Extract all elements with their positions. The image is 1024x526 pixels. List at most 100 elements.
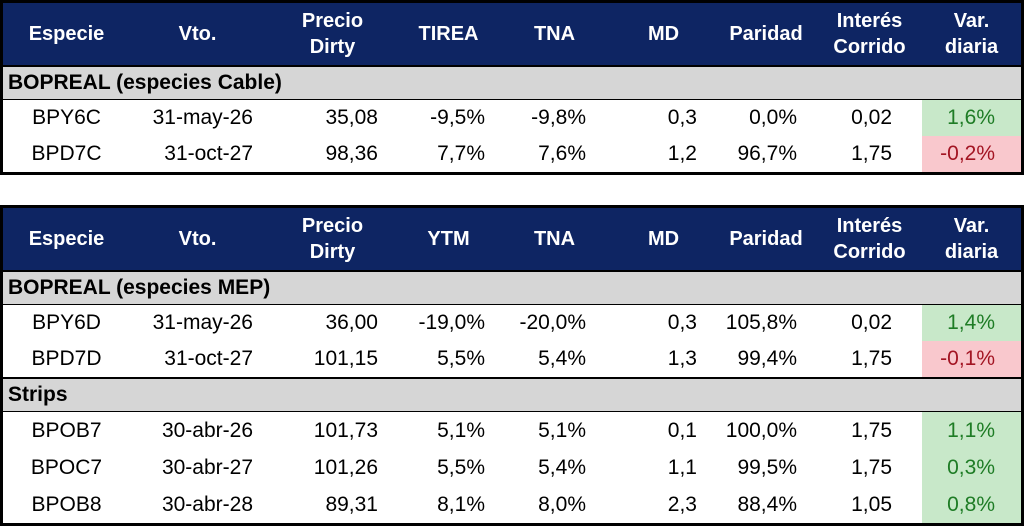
row-bpoc7: BPOC7 30-abr-27 101,26 5,5% 5,4% 1,1 99,… [3,449,1021,486]
cell-var-diaria[interactable]: 0,8% [922,486,1021,523]
cell-ytm[interactable]: -19,0% [418,311,485,334]
cell-interes-corrido[interactable]: 0,02 [851,106,892,129]
cell-interes-corrido[interactable]: 1,05 [851,492,892,516]
column-header-especie: Especie [3,3,130,65]
cell-precio-dirty[interactable]: 101,15 [313,347,378,370]
cell-tna[interactable]: -9,8% [531,106,586,129]
cell-interes-corrido[interactable]: 1,75 [851,418,892,442]
cell-var-diaria[interactable]: -0,2% [922,136,1021,172]
row-bpob8: BPOB8 30-abr-28 89,31 8,1% 8,0% 2,3 88,4… [3,486,1021,523]
cell-especie[interactable]: BPOB8 [31,492,102,516]
cell-var-diaria[interactable]: 1,1% [922,412,1021,449]
cell-interes-corrido[interactable]: 1,75 [851,455,892,479]
cell-var-diaria[interactable]: -0,1% [922,341,1021,377]
header-label: Vto. [178,228,217,250]
cell-vto[interactable]: 30-abr-26 [161,418,253,442]
cell-precio-dirty[interactable]: 101,26 [313,455,378,479]
cell-vto[interactable]: 30-abr-28 [161,492,253,516]
header-label: Paridad [729,23,803,45]
column-header-md: MD [612,208,715,270]
cell-ytm[interactable]: 5,1% [437,418,485,442]
cell-var-diaria[interactable]: 0,3% [922,449,1021,486]
cell-md[interactable]: 2,3 [667,492,697,516]
cell-paridad[interactable]: 100,0% [725,418,797,442]
cell-md[interactable]: 0,3 [667,311,697,334]
column-header-tna: TNA [497,3,612,65]
cell-tna[interactable]: 5,1% [538,418,586,442]
column-header-vto: Vto. [130,3,265,65]
header-label: Var. [953,215,990,237]
header-label: Corrido [833,36,906,58]
cell-vto[interactable]: 31-oct-27 [164,142,253,165]
header-label: Interés [836,10,903,32]
cell-paridad[interactable]: 0,0% [749,106,797,129]
cell-md[interactable]: 0,3 [667,106,697,129]
column-header-var-diaria: Var. diaria [922,3,1021,65]
cell-md[interactable]: 1,2 [667,142,697,165]
cell-paridad[interactable]: 99,4% [737,347,797,370]
cell-vto[interactable]: 31-may-26 [152,106,253,129]
section-header-bopreal-mep[interactable]: BOPREAL (especies MEP) [3,272,1021,305]
header-label: Var. [953,10,990,32]
row-bpy6c: BPY6C 31-may-26 35,08 -9,5% -9,8% 0,3 0,… [3,100,1021,136]
cell-especie[interactable]: BPOC7 [30,455,103,479]
column-header-precio-dirty: Precio Dirty [265,3,400,65]
column-header-interes-corrido: Interés Corrido [817,3,922,65]
column-header-especie: Especie [3,208,130,270]
table-spacer [0,175,1024,205]
column-header-md: MD [612,3,715,65]
row-bpd7c: BPD7C 31-oct-27 98,36 7,7% 7,6% 1,2 96,7… [3,136,1021,172]
cell-especie[interactable]: BPY6C [32,106,101,129]
header-label: MD [647,228,680,250]
header-label: Interés [836,215,903,237]
cell-precio-dirty[interactable]: 36,00 [325,311,378,334]
section-header-bopreal-cable[interactable]: BOPREAL (especies Cable) [3,67,1021,100]
cell-ytm[interactable]: 5,5% [437,455,485,479]
cell-paridad[interactable]: 105,8% [725,311,797,334]
cell-especie[interactable]: BPOB7 [31,418,102,442]
section-header-strips[interactable]: Strips [3,377,1021,412]
cell-interes-corrido[interactable]: 1,75 [851,142,892,165]
column-header-interes-corrido: Interés Corrido [817,208,922,270]
table-header-row: Especie Vto. Precio Dirty TIREA TNA MD Pa… [3,3,1021,67]
header-label: Especie [28,228,105,250]
cell-paridad[interactable]: 99,5% [737,455,797,479]
cell-precio-dirty[interactable]: 35,08 [325,106,378,129]
row-bpd7d: BPD7D 31-oct-27 101,15 5,5% 5,4% 1,3 99,… [3,341,1021,377]
cell-tna[interactable]: 8,0% [538,492,586,516]
cell-ytm[interactable]: 8,1% [437,492,485,516]
column-header-vto: Vto. [130,208,265,270]
cell-especie[interactable]: BPD7C [31,142,102,165]
cell-vto[interactable]: 31-may-26 [152,311,253,334]
header-label: Dirty [309,241,356,263]
cell-precio-dirty[interactable]: 89,31 [325,492,378,516]
column-header-tna: TNA [497,208,612,270]
cell-vto[interactable]: 30-abr-27 [161,455,253,479]
table-bopreal-cable: Especie Vto. Precio Dirty TIREA TNA MD Pa… [0,0,1024,175]
cell-precio-dirty[interactable]: 101,73 [313,418,378,442]
cell-tirea[interactable]: -9,5% [430,106,485,129]
header-label: YTM [427,228,470,250]
cell-md[interactable]: 1,3 [667,347,697,370]
column-header-paridad: Paridad [715,3,817,65]
cell-tna[interactable]: 5,4% [538,455,586,479]
cell-tna[interactable]: 5,4% [538,347,586,370]
cell-var-diaria[interactable]: 1,4% [922,305,1021,341]
cell-especie[interactable]: BPD7D [31,347,102,370]
cell-interes-corrido[interactable]: 1,75 [851,347,892,370]
cell-ytm[interactable]: 5,5% [437,347,485,370]
cell-especie[interactable]: BPY6D [32,311,101,334]
cell-interes-corrido[interactable]: 0,02 [851,311,892,334]
cell-precio-dirty[interactable]: 98,36 [325,142,378,165]
cell-tna[interactable]: -20,0% [519,311,586,334]
cell-vto[interactable]: 31-oct-27 [164,347,253,370]
cell-md[interactable]: 0,1 [667,418,697,442]
table-header-row: Especie Vto. Precio Dirty YTM TNA MD Pari… [3,208,1021,272]
cell-md[interactable]: 1,1 [667,455,697,479]
cell-var-diaria[interactable]: 1,6% [922,100,1021,136]
cell-tna[interactable]: 7,6% [538,142,586,165]
cell-paridad[interactable]: 96,7% [737,142,797,165]
cell-paridad[interactable]: 88,4% [737,492,797,516]
cell-tirea[interactable]: 7,7% [437,142,485,165]
